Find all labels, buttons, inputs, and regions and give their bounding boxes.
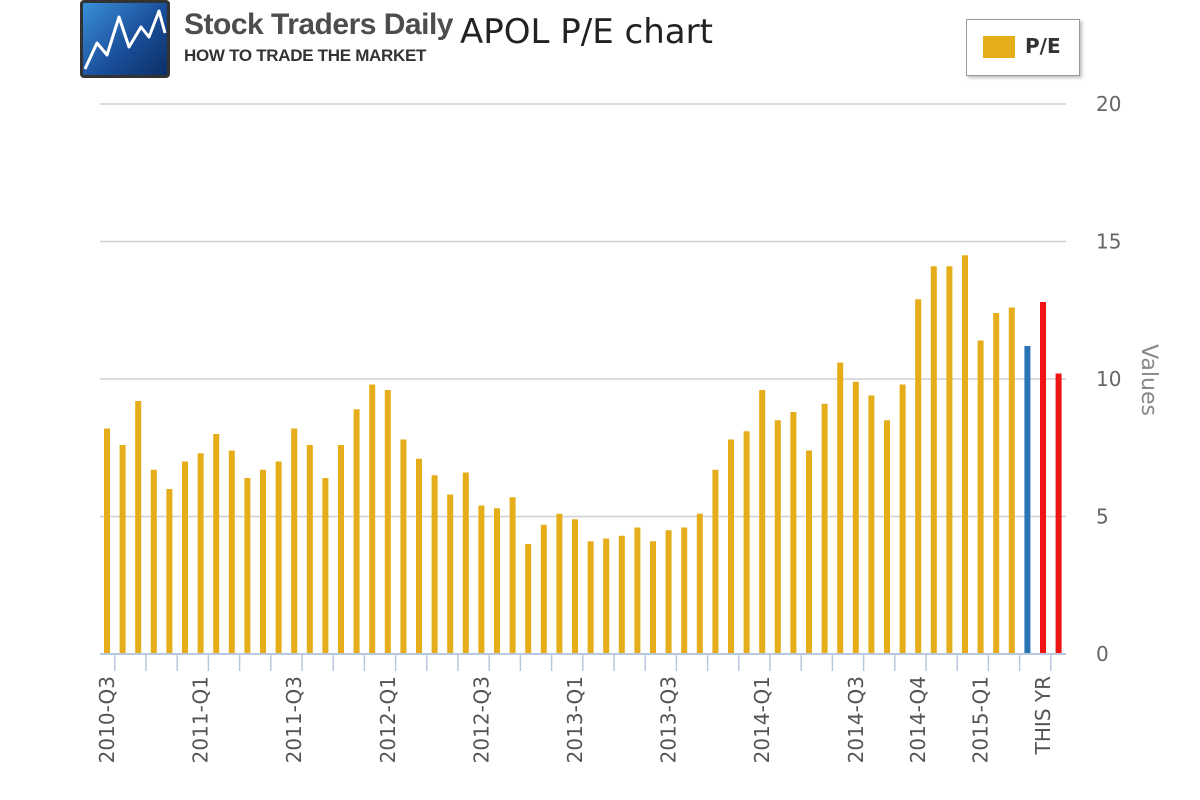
bar[interactable]	[962, 255, 968, 654]
bar[interactable]	[462, 472, 469, 655]
bar[interactable]	[135, 401, 142, 654]
bar[interactable]	[540, 524, 547, 654]
bar[interactable]	[743, 431, 750, 654]
bar[interactable]	[1008, 307, 1015, 655]
bar[interactable]	[275, 461, 282, 655]
bar[interactable]	[930, 266, 937, 654]
bar[interactable]	[603, 538, 610, 655]
chart-title: APOL P/E chart	[460, 12, 713, 52]
x-tick-label: 2012-Q3	[469, 676, 493, 763]
bar[interactable]	[634, 527, 641, 655]
bar[interactable]	[712, 469, 719, 654]
bar[interactable]	[790, 412, 797, 654]
x-tick-label: 2014-Q4	[906, 676, 930, 763]
bar[interactable]	[572, 519, 578, 654]
x-tick-label: 2014-Q1	[750, 676, 774, 763]
bar[interactable]	[384, 390, 391, 654]
y-tick-label: 5	[1096, 505, 1109, 529]
x-tick-label: 2015-Q1	[969, 676, 993, 763]
bar[interactable]	[213, 434, 220, 654]
x-tick-label: 2013-Q3	[657, 676, 681, 763]
x-tick-label: 2011-Q3	[282, 676, 306, 763]
bar[interactable]	[228, 450, 235, 655]
bar[interactable]	[556, 513, 563, 654]
bar[interactable]	[681, 527, 688, 655]
bar[interactable]	[1055, 373, 1062, 655]
bar[interactable]	[353, 409, 360, 654]
bar[interactable]	[884, 420, 890, 654]
bar[interactable]	[104, 428, 110, 655]
bar[interactable]	[291, 428, 298, 655]
bar[interactable]	[759, 390, 766, 654]
bar[interactable]	[494, 508, 500, 654]
legend-label: P/E	[1025, 34, 1061, 58]
y-tick-label: 10	[1096, 367, 1121, 391]
bar[interactable]	[260, 469, 266, 654]
bar[interactable]	[852, 381, 859, 654]
bar[interactable]	[306, 445, 313, 654]
x-tick-label: 2012-Q1	[376, 676, 400, 763]
bar[interactable]	[899, 384, 906, 655]
logo-chart-icon	[80, 0, 170, 78]
bar[interactable]	[618, 535, 625, 654]
bar[interactable]	[182, 461, 188, 655]
bar[interactable]	[915, 299, 922, 654]
bar[interactable]	[837, 362, 844, 655]
bar[interactable]	[728, 439, 734, 655]
x-tick-label: THIS YR	[1031, 676, 1055, 755]
bar[interactable]	[650, 541, 656, 654]
bar[interactable]	[525, 544, 532, 654]
y-axis-label: Values	[1136, 344, 1161, 416]
bar[interactable]	[696, 513, 703, 654]
bar[interactable]	[478, 505, 485, 655]
bar[interactable]	[993, 313, 1000, 654]
bar[interactable]	[369, 384, 376, 655]
bar[interactable]	[1040, 302, 1046, 654]
bar[interactable]	[431, 475, 438, 654]
bar[interactable]	[322, 478, 329, 654]
bar[interactable]	[150, 469, 157, 654]
bar[interactable]	[400, 439, 407, 655]
bar[interactable]	[447, 494, 454, 655]
bar[interactable]	[1024, 346, 1031, 654]
bar[interactable]	[821, 403, 828, 654]
bar[interactable]	[416, 458, 422, 654]
bar[interactable]	[946, 266, 953, 654]
logo: Stock Traders Daily HOW TO TRADE THE MAR…	[80, 0, 460, 80]
bar[interactable]	[977, 340, 984, 655]
bar[interactable]	[119, 445, 126, 654]
y-tick-label: 15	[1096, 230, 1121, 254]
bar[interactable]	[868, 395, 875, 655]
y-tick-label: 0	[1096, 642, 1109, 666]
bar[interactable]	[338, 445, 344, 654]
bar[interactable]	[774, 420, 781, 654]
bar[interactable]	[587, 541, 594, 654]
logo-tagline-text: HOW TO TRADE THE MARKET	[184, 46, 427, 65]
bar[interactable]	[166, 489, 173, 654]
bar[interactable]	[197, 453, 204, 654]
y-tick-label: 20	[1096, 92, 1121, 116]
x-tick-label: 2013-Q1	[563, 676, 587, 763]
x-tick-label: 2010-Q3	[95, 676, 119, 763]
chart-legend[interactable]: P/E	[966, 19, 1080, 76]
logo-brand-text: Stock Traders Daily	[184, 8, 453, 41]
bar[interactable]	[244, 478, 251, 654]
bar[interactable]	[806, 450, 812, 655]
legend-swatch	[983, 36, 1015, 58]
bar[interactable]	[665, 530, 672, 654]
x-tick-label: 2011-Q1	[189, 676, 213, 763]
x-tick-label: 2014-Q3	[844, 676, 868, 763]
bar[interactable]	[509, 497, 516, 654]
